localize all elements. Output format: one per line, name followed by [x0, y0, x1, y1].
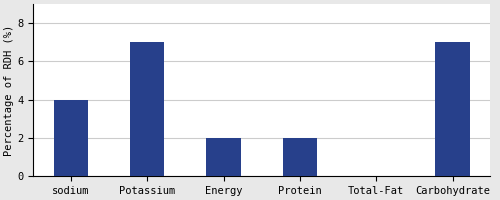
Y-axis label: Percentage of RDH (%): Percentage of RDH (%)	[4, 25, 14, 156]
Bar	[282, 138, 317, 176]
Bar	[54, 100, 88, 176]
Bar	[436, 42, 470, 176]
Bar	[130, 42, 164, 176]
Bar	[206, 138, 240, 176]
